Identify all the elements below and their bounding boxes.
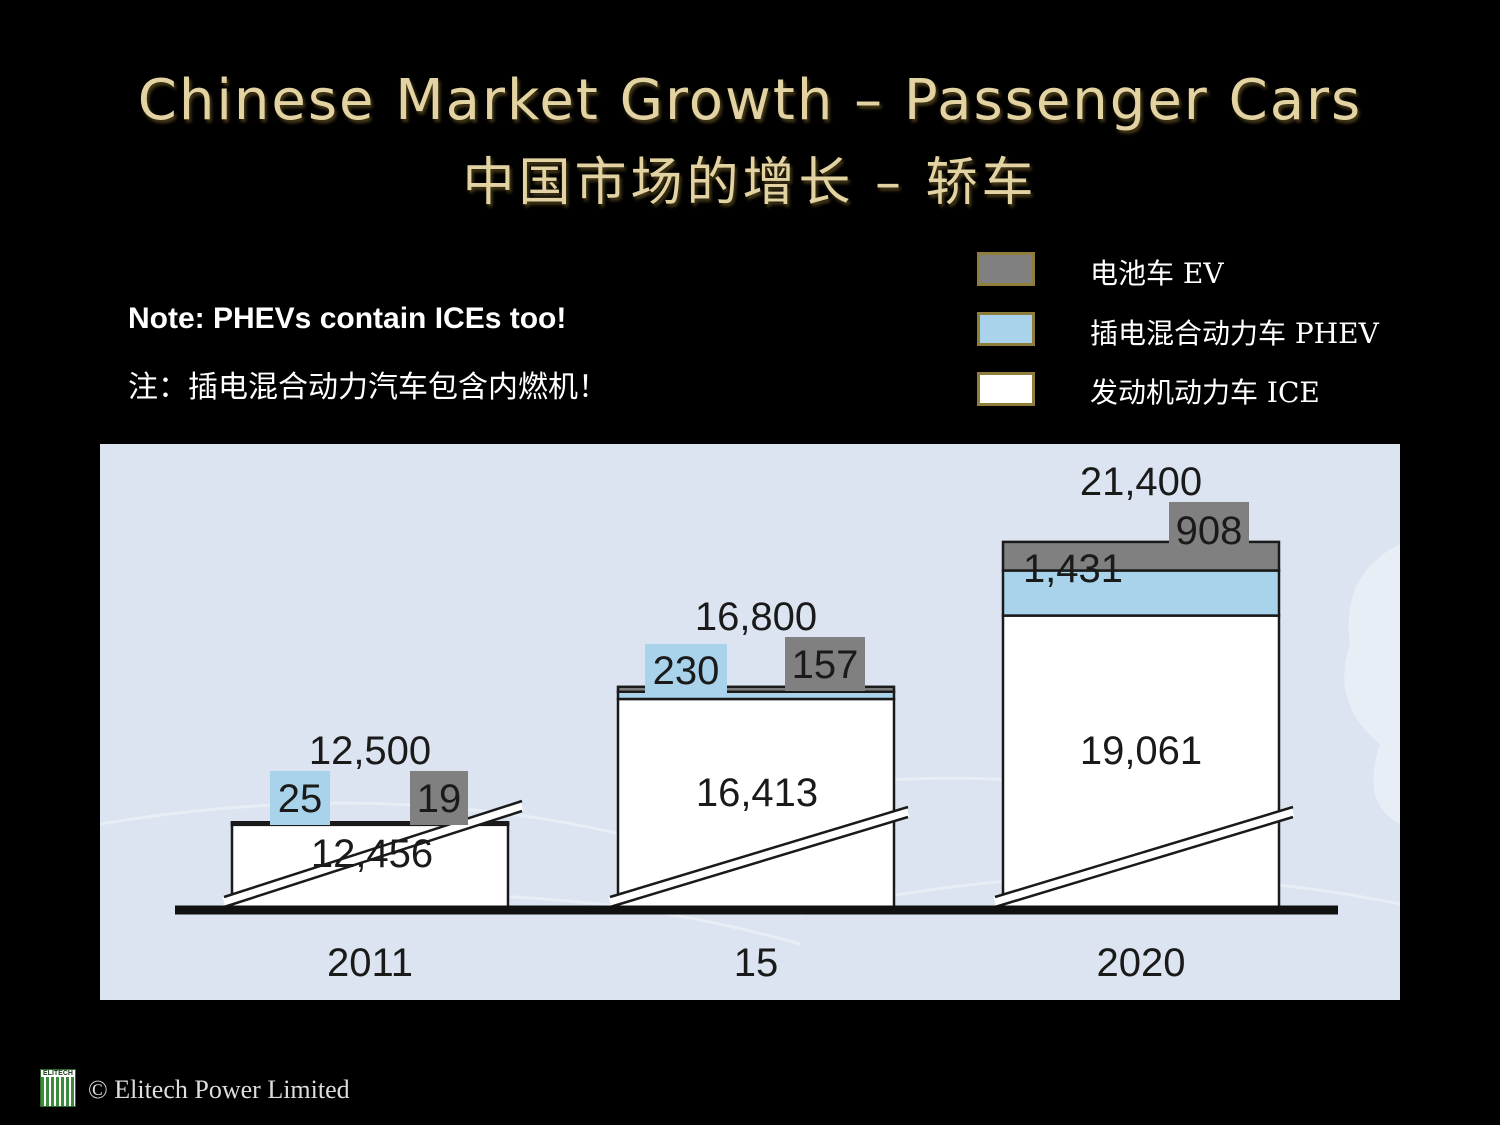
legend-swatch-phev bbox=[977, 312, 1035, 346]
ice-label-0: 12,456 bbox=[311, 832, 433, 876]
ev-label-2-box bbox=[1169, 502, 1249, 558]
footer-copyright: © Elitech Power Limited bbox=[88, 1075, 350, 1104]
swirl-edge bbox=[1344, 544, 1400, 824]
elitech-logo: ELITECH bbox=[40, 1069, 76, 1107]
ev-label-0-box bbox=[410, 771, 468, 825]
bar-ice-0 bbox=[230, 822, 510, 910]
bar-group-1 bbox=[608, 685, 910, 910]
total-label-1: 16,800 bbox=[695, 595, 817, 639]
ice-label-2: 19,061 bbox=[1080, 729, 1202, 773]
ev-label-0: 19 bbox=[417, 777, 462, 821]
break-gap-0 bbox=[222, 801, 524, 907]
note-chinese: 注：插电混合动力汽车包含内燃机！ bbox=[128, 370, 608, 405]
phev-label-1-box bbox=[645, 644, 727, 696]
bar-ev-0 bbox=[230, 821, 510, 826]
legend-label-ev: 电池车 EV bbox=[1090, 257, 1224, 290]
bar-phev-2 bbox=[1001, 569, 1281, 617]
legend-swatch-ice bbox=[977, 372, 1035, 406]
break-gap-1 bbox=[608, 807, 910, 907]
total-label-0: 12,500 bbox=[309, 729, 431, 773]
legend-label-phev: 插电混合动力车 PHEV bbox=[1090, 317, 1379, 350]
stacked-bar-chart: 2011 15 2020 12,500 16,800 21,400 25 19 12,456 23… bbox=[100, 444, 1400, 1000]
bar-group-0 bbox=[222, 799, 524, 910]
break-line-bottom-2 bbox=[994, 815, 1294, 909]
break-gap-2 bbox=[993, 807, 1295, 907]
phev-label-2: 1,431 bbox=[1023, 547, 1123, 591]
phev-label-0: 25 bbox=[278, 777, 323, 821]
ice-label-1: 16,413 bbox=[696, 771, 818, 815]
legend-swatch-ev bbox=[977, 252, 1035, 286]
title-chinese: 中国市场的增长 – 轿车 bbox=[462, 153, 1038, 213]
total-label-2: 21,400 bbox=[1080, 460, 1202, 504]
ev-label-1-box bbox=[785, 637, 865, 691]
note-english: Note: PHEVs contain ICEs too! bbox=[128, 302, 567, 335]
break-line-bottom-1 bbox=[609, 815, 909, 909]
bars-layer bbox=[175, 540, 1338, 915]
legend-label-ice: 发动机动力车 ICE bbox=[1090, 376, 1320, 409]
x-tick-label-1: 15 bbox=[734, 941, 779, 985]
logo-text: ELITECH bbox=[41, 1070, 75, 1077]
break-line-top-1 bbox=[609, 805, 909, 899]
phev-label-0-box bbox=[270, 771, 330, 825]
x-tick-label-2: 2020 bbox=[1097, 941, 1186, 985]
ev-label-1: 157 bbox=[792, 643, 859, 687]
bar-group-2 bbox=[993, 540, 1295, 910]
bar-ev-1 bbox=[616, 685, 896, 693]
break-line-bottom-0 bbox=[223, 809, 523, 909]
phev-label-1: 230 bbox=[653, 649, 720, 693]
title-english: Chinese Market Growth – Passenger Cars bbox=[137, 68, 1363, 133]
break-line-top-2 bbox=[994, 805, 1294, 899]
break-line-top-0 bbox=[223, 799, 523, 899]
x-tick-label-0: 2011 bbox=[327, 941, 413, 985]
swirl-0 bbox=[100, 801, 661, 846]
labels-layer: 2011 15 2020 12,500 16,800 21,400 25 19 12,456 23… bbox=[270, 460, 1249, 985]
ev-label-2: 908 bbox=[1176, 509, 1243, 553]
